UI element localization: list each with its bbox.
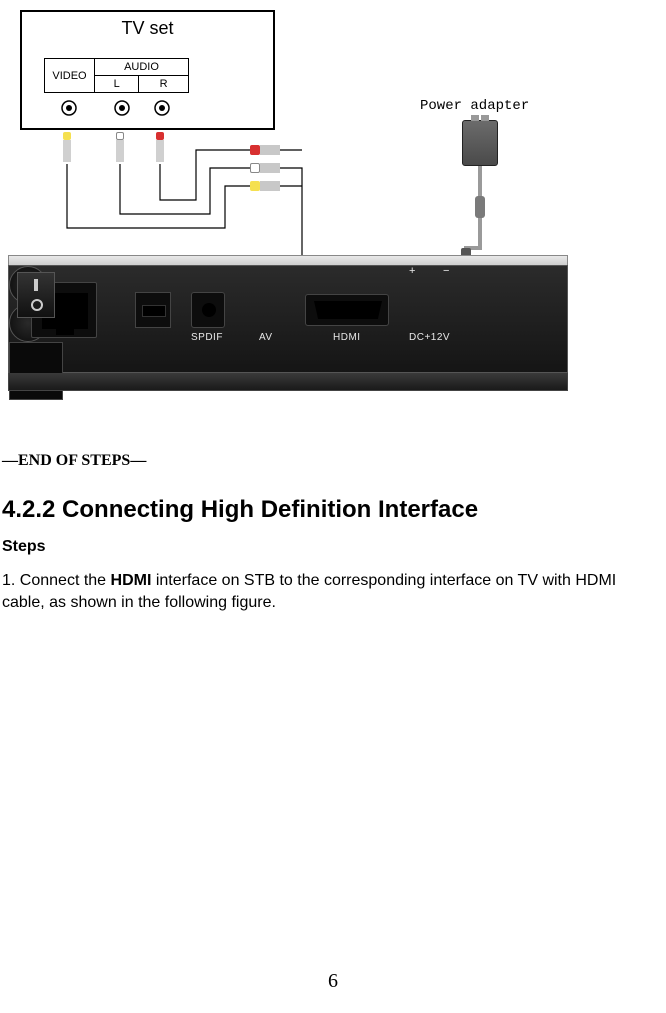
dc-plus: + xyxy=(409,265,415,277)
spdif-port-icon xyxy=(191,292,225,328)
device-rear-face: SPDIF AV HDMI + − DC+12V xyxy=(8,265,568,373)
power-switch-icon xyxy=(9,342,63,400)
dc-label: DC+12V xyxy=(409,332,450,343)
hdmi-port-icon xyxy=(305,294,389,326)
body-text: —END OF STEPS— 4.2.2 Connecting High Def… xyxy=(2,452,662,613)
dc-minus: − xyxy=(443,265,449,277)
av-label: AV xyxy=(259,332,273,343)
step1-pre: 1. Connect the xyxy=(2,572,111,589)
hdmi-label: HDMI xyxy=(333,332,361,343)
end-of-steps: —END OF STEPS— xyxy=(2,452,662,470)
usb-port-icon xyxy=(135,292,171,328)
steps-label: Steps xyxy=(2,538,662,556)
page-number: 6 xyxy=(0,970,666,993)
page: TV set VIDEO AUDIO L R xyxy=(0,0,666,1013)
section-heading: 4.2.2 Connecting High Definition Interfa… xyxy=(2,496,662,524)
spdif-label: SPDIF xyxy=(191,332,223,343)
device-top-edge xyxy=(8,255,568,265)
step1-bold: HDMI xyxy=(111,572,152,589)
device-base xyxy=(8,373,568,391)
stb-device: SPDIF AV HDMI + − DC+12V xyxy=(8,255,568,395)
connection-diagram: TV set VIDEO AUDIO L R xyxy=(0,0,666,420)
step-1-paragraph: 1. Connect the HDMI interface on STB to … xyxy=(2,570,662,613)
